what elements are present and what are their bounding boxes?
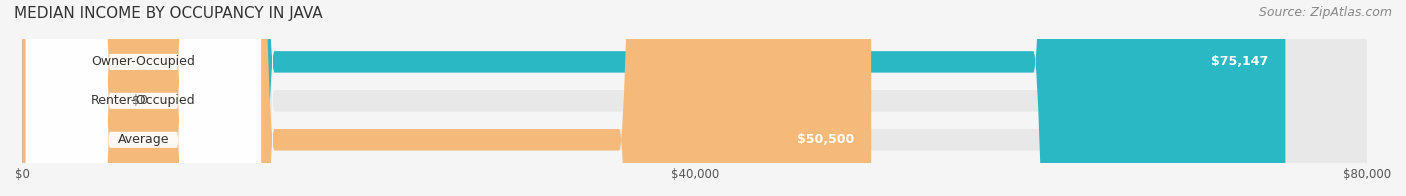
Text: MEDIAN INCOME BY OCCUPANCY IN JAVA: MEDIAN INCOME BY OCCUPANCY IN JAVA <box>14 6 323 21</box>
FancyBboxPatch shape <box>25 0 262 196</box>
FancyBboxPatch shape <box>22 0 1367 196</box>
FancyBboxPatch shape <box>25 0 262 196</box>
FancyBboxPatch shape <box>25 0 262 196</box>
Text: Source: ZipAtlas.com: Source: ZipAtlas.com <box>1258 6 1392 19</box>
Text: $75,147: $75,147 <box>1212 55 1268 68</box>
FancyBboxPatch shape <box>22 0 1367 196</box>
FancyBboxPatch shape <box>22 0 107 196</box>
FancyBboxPatch shape <box>22 0 1367 196</box>
Text: $50,500: $50,500 <box>797 133 855 146</box>
FancyBboxPatch shape <box>22 0 1285 196</box>
FancyBboxPatch shape <box>22 0 872 196</box>
Text: Average: Average <box>118 133 169 146</box>
Text: Owner-Occupied: Owner-Occupied <box>91 55 195 68</box>
Text: Renter-Occupied: Renter-Occupied <box>91 94 195 107</box>
Text: $0: $0 <box>132 94 148 107</box>
